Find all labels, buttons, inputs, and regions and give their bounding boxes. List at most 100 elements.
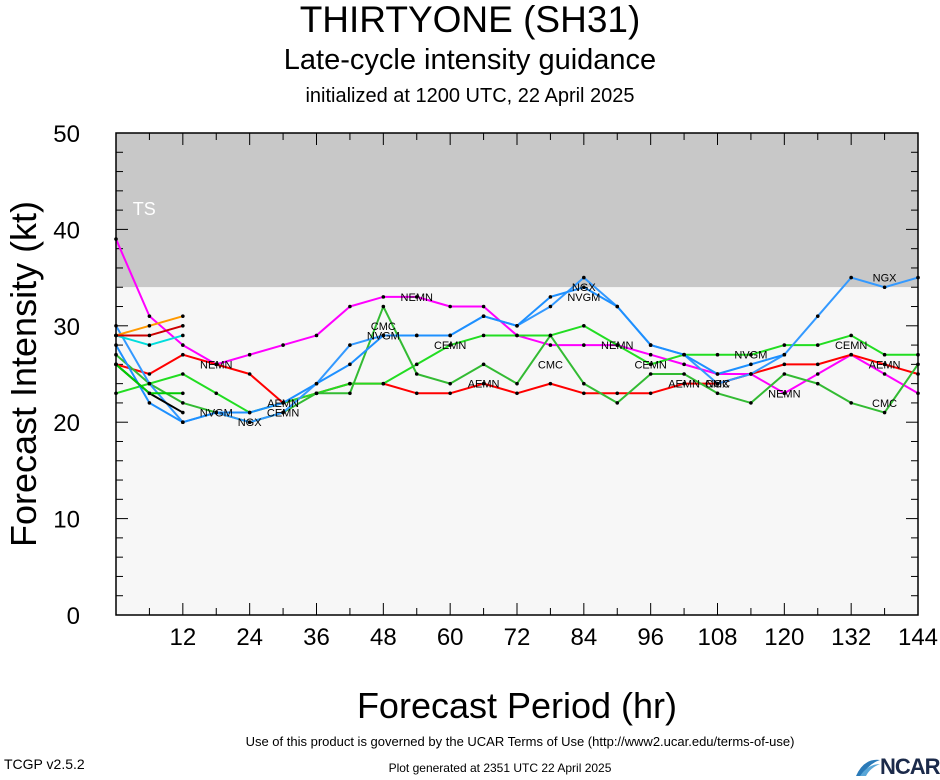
series-label-ngx: NGX — [873, 273, 898, 285]
data-point-nemn — [147, 314, 152, 318]
data-point-ngx — [582, 275, 586, 280]
axis-ticks — [116, 132, 919, 615]
data-point-ngx — [147, 381, 152, 386]
data-point-cemn — [515, 333, 519, 338]
series-label-cmc: CMC — [371, 321, 396, 333]
series-label-nvgm: NVGM — [734, 350, 767, 362]
chart-title: THIRTYONE (SH31) — [299, 0, 641, 40]
series-label-ngx: NGX — [238, 417, 263, 429]
data-point-aemn — [849, 352, 853, 357]
data-point-nemn — [348, 304, 352, 309]
data-point-cemn — [849, 333, 853, 338]
data-point-aemn — [615, 391, 620, 396]
chart-initialized-time: initialized at 1200 UTC, 22 April 2025 — [305, 85, 635, 107]
y-tick-label: 40 — [53, 217, 80, 244]
series-label-aemn: AEMN — [668, 379, 700, 391]
data-point-cmc — [815, 381, 820, 386]
data-point-ngx — [815, 314, 820, 318]
data-point-nvgm — [749, 362, 753, 367]
y-tick-label: 20 — [53, 410, 80, 437]
data-point-cemn — [381, 381, 386, 386]
plot-generated-text: Plot generated at 2351 UTC 22 April 2025 — [388, 761, 612, 775]
data-point-cemn — [615, 343, 620, 347]
data-point-cmc — [348, 391, 352, 396]
x-axis-label: Forecast Period (hr) — [357, 685, 677, 726]
data-point-aemn — [582, 391, 586, 396]
data-point-nvgm — [548, 295, 553, 299]
data-point-cmc — [882, 410, 887, 415]
data-point-cmc — [448, 381, 452, 386]
data-point-aemn — [648, 391, 653, 396]
data-point-nvgm — [181, 420, 185, 425]
data-point-nemn — [448, 304, 452, 309]
data-point-cmc — [615, 401, 620, 405]
ts-band-label: TS — [133, 199, 156, 219]
series-label-nemn: NEMN — [401, 292, 433, 304]
data-point-nvgm — [247, 410, 252, 415]
data-point-nvgm — [515, 324, 519, 328]
data-point-unlabeled — [181, 391, 185, 396]
data-point-cemn — [214, 391, 219, 396]
x-tick-label: 84 — [570, 624, 597, 651]
x-tick-label: 72 — [504, 624, 531, 651]
data-point-aemn — [147, 372, 152, 376]
data-point-cmc — [181, 401, 185, 405]
data-point-aemn — [181, 352, 185, 357]
x-tick-label: 120 — [764, 624, 804, 651]
x-tick-label: 132 — [831, 624, 871, 651]
x-tick-label: 96 — [637, 624, 664, 651]
data-point-cemn — [414, 362, 419, 367]
data-point-nvgm — [348, 362, 352, 367]
data-point-nemn — [314, 333, 319, 338]
data-point-unlabeled — [181, 410, 185, 415]
data-point-nemn — [548, 343, 553, 347]
data-point-cmc — [715, 391, 720, 396]
data-point-nvgm — [582, 285, 586, 290]
x-tick-label: 108 — [697, 624, 737, 651]
series-label-cemn: CEMN — [434, 340, 466, 352]
data-point-aemn — [782, 362, 787, 367]
data-point-cmc — [782, 372, 787, 376]
data-point-nvgm — [782, 352, 787, 357]
version-label: TCGP v2.5.2 — [4, 756, 85, 772]
data-point-nvgm — [448, 333, 452, 338]
data-point-aemn — [882, 362, 887, 367]
x-tick-label: 12 — [169, 624, 196, 651]
y-tick-label: 30 — [53, 314, 80, 341]
data-point-nemn — [782, 391, 787, 396]
ncar-swoosh-icon — [856, 759, 880, 776]
data-point-cemn — [348, 381, 352, 386]
data-point-nemn — [648, 352, 653, 357]
data-point-ngx — [548, 304, 553, 309]
data-point-unlabeled — [147, 391, 152, 396]
data-point-nvgm — [648, 343, 653, 347]
data-point-ngx — [749, 372, 753, 376]
data-point-cemn — [181, 372, 185, 376]
data-point-ngx — [247, 420, 252, 425]
ncar-logo-text: NCAR — [880, 754, 940, 779]
data-point-cemn — [782, 343, 787, 347]
data-point-unlabeled — [147, 324, 152, 328]
data-point-cmc — [749, 401, 753, 405]
data-point-cmc — [515, 381, 519, 386]
data-point-nemn — [181, 343, 185, 347]
y-tick-label: 0 — [67, 603, 80, 630]
series-label-cmc: CMC — [538, 359, 563, 371]
data-point-aemn — [214, 362, 219, 367]
series-label-aemn: AEMN — [267, 398, 299, 410]
data-point-nemn — [815, 372, 820, 376]
data-point-nvgm — [147, 401, 152, 405]
series-label-nemn: NEMN — [200, 359, 232, 371]
data-point-nvgm — [314, 381, 319, 386]
series-label-aemn: AEMN — [869, 359, 901, 371]
series-points — [114, 237, 920, 425]
data-point-cemn — [582, 324, 586, 328]
data-point-nvgm — [414, 333, 419, 338]
y-axis-label: Forecast Intensity (kt) — [3, 201, 44, 547]
data-point-cemn — [749, 352, 753, 357]
ncar-logo: NCAR — [852, 752, 940, 780]
data-point-nemn — [381, 295, 386, 299]
data-point-cmc — [682, 372, 686, 376]
